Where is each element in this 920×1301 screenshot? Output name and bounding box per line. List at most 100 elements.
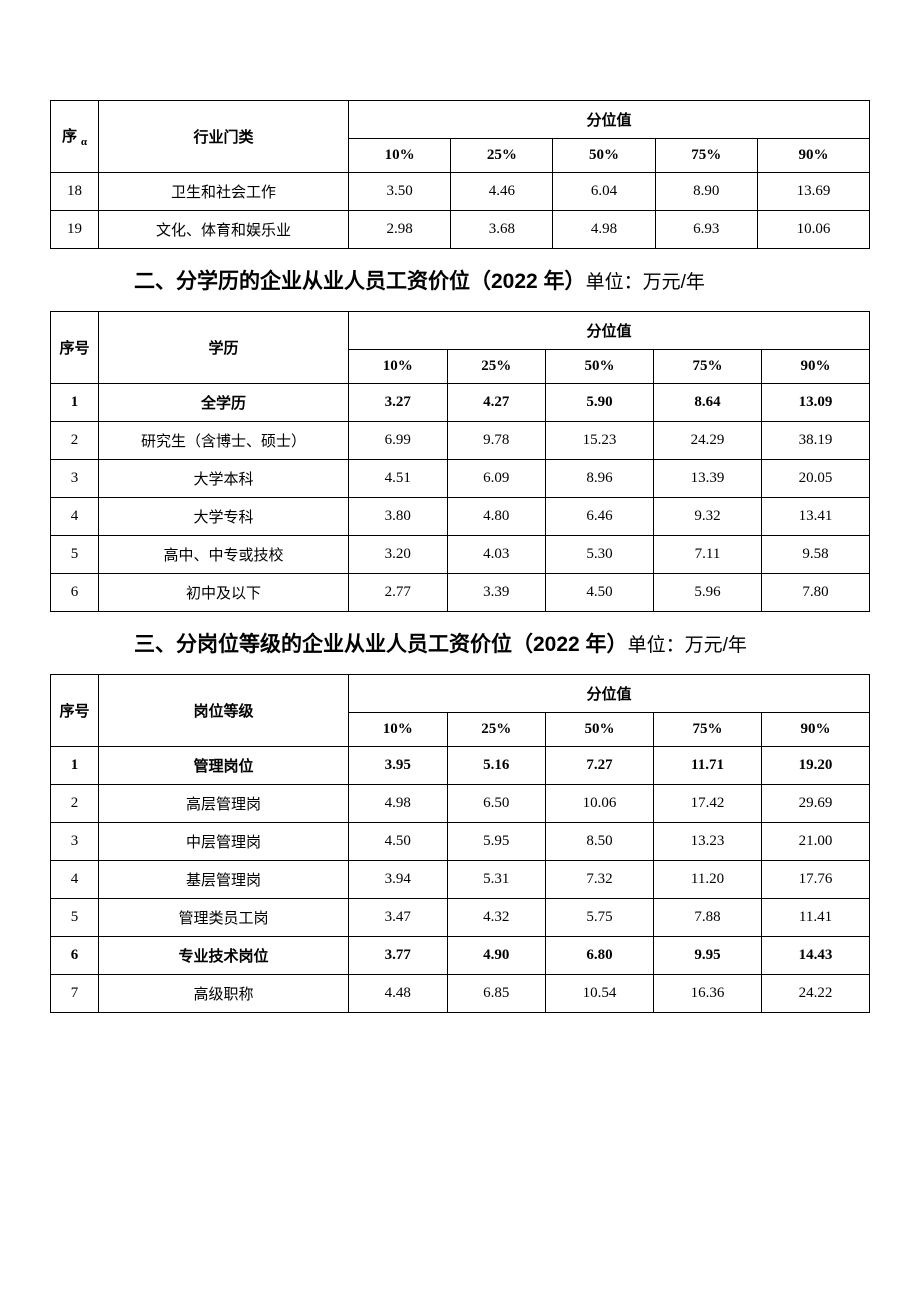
cell-p10: 6.99 — [349, 422, 448, 460]
industry-table-body: 18卫生和社会工作3.504.466.048.9013.6919文化、体育和娱乐… — [51, 173, 870, 249]
cell-p50: 8.50 — [546, 823, 654, 861]
col-p50-header: 50% — [546, 350, 654, 384]
cell-p25: 5.95 — [447, 823, 546, 861]
cell-label: 管理岗位 — [99, 747, 349, 785]
industry-table: 序 α 行业门类 分位值 10% 25% 50% 75% 90% 18卫生和社会… — [50, 100, 870, 249]
education-table-body: 1全学历3.274.275.908.6413.092研究生（含博士、硕士）6.9… — [51, 384, 870, 612]
cell-p75: 9.32 — [654, 498, 762, 536]
cell-label: 初中及以下 — [99, 574, 349, 612]
cell-p75: 17.42 — [654, 785, 762, 823]
cell-p90: 38.19 — [762, 422, 870, 460]
col-p50-header: 50% — [553, 139, 655, 173]
table-row: 4大学专科3.804.806.469.3213.41 — [51, 498, 870, 536]
cell-p90: 17.76 — [762, 861, 870, 899]
cell-p50: 10.06 — [546, 785, 654, 823]
cell-p90: 19.20 — [762, 747, 870, 785]
col-label-header: 岗位等级 — [99, 675, 349, 747]
cell-label: 大学专科 — [99, 498, 349, 536]
cell-label: 专业技术岗位 — [99, 937, 349, 975]
col-seq-header: 序号 — [51, 312, 99, 384]
col-p75-header: 75% — [654, 713, 762, 747]
position-table-body: 1管理岗位3.955.167.2711.7119.202高层管理岗4.986.5… — [51, 747, 870, 1013]
table-row: 2高层管理岗4.986.5010.0617.4229.69 — [51, 785, 870, 823]
cell-p25: 6.50 — [447, 785, 546, 823]
table-row: 5管理类员工岗3.474.325.757.8811.41 — [51, 899, 870, 937]
cell-p25: 4.32 — [447, 899, 546, 937]
cell-p75: 5.96 — [654, 574, 762, 612]
cell-p75: 11.71 — [654, 747, 762, 785]
cell-p50: 5.90 — [546, 384, 654, 422]
cell-p90: 13.09 — [762, 384, 870, 422]
cell-p50: 7.32 — [546, 861, 654, 899]
cell-p50: 5.30 — [546, 536, 654, 574]
cell-p50: 6.04 — [553, 173, 655, 211]
col-p75-header: 75% — [654, 350, 762, 384]
cell-p75: 9.95 — [654, 937, 762, 975]
cell-label: 中层管理岗 — [99, 823, 349, 861]
cell-p90: 21.00 — [762, 823, 870, 861]
cell-seq: 5 — [51, 536, 99, 574]
cell-p90: 7.80 — [762, 574, 870, 612]
cell-p75: 7.88 — [654, 899, 762, 937]
cell-p10: 3.27 — [349, 384, 448, 422]
cell-label: 卫生和社会工作 — [99, 173, 349, 211]
cell-p90: 13.41 — [762, 498, 870, 536]
cell-seq: 2 — [51, 422, 99, 460]
cell-seq: 3 — [51, 823, 99, 861]
table-row: 7高级职称4.486.8510.5416.3624.22 — [51, 975, 870, 1013]
cell-p50: 7.27 — [546, 747, 654, 785]
cell-p10: 3.47 — [349, 899, 448, 937]
col-p25-header: 25% — [451, 139, 553, 173]
cell-p10: 4.98 — [349, 785, 448, 823]
cell-p50: 10.54 — [546, 975, 654, 1013]
cell-seq: 3 — [51, 460, 99, 498]
cell-label: 基层管理岗 — [99, 861, 349, 899]
cell-p25: 4.03 — [447, 536, 546, 574]
cell-p25: 4.27 — [447, 384, 546, 422]
cell-p10: 2.77 — [349, 574, 448, 612]
cell-p25: 6.09 — [447, 460, 546, 498]
section-3-heading: 三、分岗位等级的企业从业人员工资价位（2022 年） — [134, 633, 628, 656]
cell-seq: 7 — [51, 975, 99, 1013]
position-table: 序号 岗位等级 分位值 10% 25% 50% 75% 90% 1管理岗位3.9… — [50, 674, 870, 1013]
table-row: 1全学历3.274.275.908.6413.09 — [51, 384, 870, 422]
col-p25-header: 25% — [447, 713, 546, 747]
cell-p25: 4.80 — [447, 498, 546, 536]
col-p10-header: 10% — [349, 350, 448, 384]
cell-p25: 5.16 — [447, 747, 546, 785]
table-row: 1管理岗位3.955.167.2711.7119.20 — [51, 747, 870, 785]
cell-p25: 4.46 — [451, 173, 553, 211]
cell-p10: 4.50 — [349, 823, 448, 861]
cell-p90: 10.06 — [757, 211, 869, 249]
cell-p90: 20.05 — [762, 460, 870, 498]
cell-p10: 3.80 — [349, 498, 448, 536]
cell-seq: 2 — [51, 785, 99, 823]
cell-p75: 16.36 — [654, 975, 762, 1013]
col-p10-header: 10% — [349, 713, 448, 747]
col-p90-header: 90% — [757, 139, 869, 173]
cell-p75: 7.11 — [654, 536, 762, 574]
table-row: 5高中、中专或技校3.204.035.307.119.58 — [51, 536, 870, 574]
cell-p10: 3.77 — [349, 937, 448, 975]
section-3-title: 三、分岗位等级的企业从业人员工资价位（2022 年）单位：万元/年 — [50, 622, 870, 668]
cell-label: 大学本科 — [99, 460, 349, 498]
cell-p25: 6.85 — [447, 975, 546, 1013]
col-p50-header: 50% — [546, 713, 654, 747]
cell-p75: 24.29 — [654, 422, 762, 460]
cell-p10: 2.98 — [349, 211, 451, 249]
cell-p25: 5.31 — [447, 861, 546, 899]
cell-seq: 19 — [51, 211, 99, 249]
table-row: 19文化、体育和娱乐业2.983.684.986.9310.06 — [51, 211, 870, 249]
cell-p90: 11.41 — [762, 899, 870, 937]
cell-p50: 4.98 — [553, 211, 655, 249]
col-seq-header: 序 α — [51, 101, 99, 173]
table-row: 4基层管理岗3.945.317.3211.2017.76 — [51, 861, 870, 899]
col-label-header: 学历 — [99, 312, 349, 384]
col-group-header: 分位值 — [349, 101, 870, 139]
cell-p90: 29.69 — [762, 785, 870, 823]
cell-p25: 4.90 — [447, 937, 546, 975]
cell-p10: 3.20 — [349, 536, 448, 574]
cell-p75: 13.23 — [654, 823, 762, 861]
cell-p90: 13.69 — [757, 173, 869, 211]
table-row: 3中层管理岗4.505.958.5013.2321.00 — [51, 823, 870, 861]
